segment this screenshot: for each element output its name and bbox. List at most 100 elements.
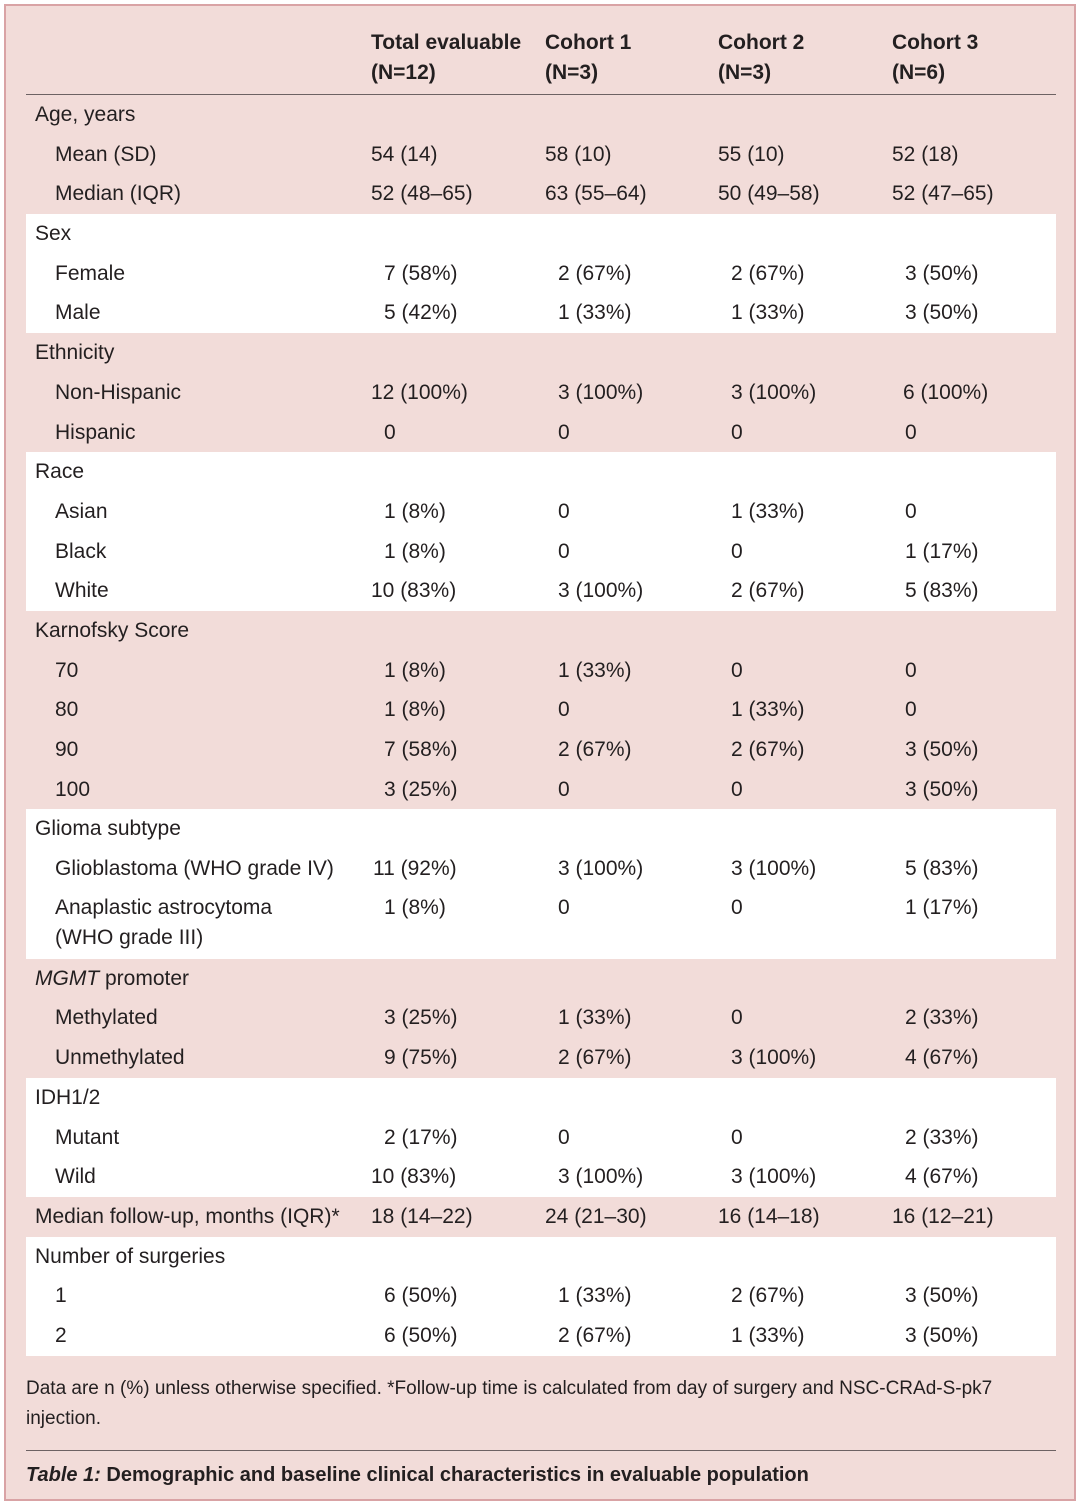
cell-total: 1 (8%) [384, 539, 446, 563]
header-cohort-1: Cohort 1 (N=3) [545, 28, 631, 88]
table-row: 1 6 (50%) 1 (33%) 2 (67%) 3 (50%) [26, 1276, 1056, 1316]
row-label: Female [55, 261, 126, 285]
table-row: Methylated 3 (25%) 1 (33%) 0 2 (33%) [26, 998, 1056, 1038]
cell-total: 0 [384, 420, 396, 444]
cell-cohort-1: 2 (67%) [558, 261, 632, 285]
cell-cohort-1: 1 (33%) [558, 1006, 632, 1030]
cell-cohort-3: 2 (33%) [905, 1006, 979, 1030]
cell-cohort-1: 0 [558, 698, 570, 722]
cell-cohort-3: 5 (83%) [905, 579, 979, 603]
cell-cohort-2: 1 (33%) [731, 499, 805, 523]
cell-cohort-1: 0 [558, 539, 570, 563]
row-label: White [55, 579, 109, 603]
cell-cohort-2: 16 (14–18) [718, 1204, 820, 1228]
cell-cohort-1: 3 (100%) [558, 380, 644, 404]
table-row: 70 1 (8%) 1 (33%) 0 0 [26, 651, 1056, 691]
cell-cohort-3: 4 (67%) [905, 1046, 979, 1070]
cell-total: 1 (8%) [384, 895, 446, 919]
cell-total: 6 (50%) [384, 1284, 458, 1308]
cell-total: 52 (48–65) [371, 182, 473, 206]
cell-cohort-2: 2 (67%) [731, 1284, 805, 1308]
cell-cohort-2: 3 (100%) [731, 1046, 817, 1070]
cell-cohort-2: 3 (100%) [731, 1165, 817, 1189]
cell-cohort-2: 0 [731, 539, 743, 563]
cell-cohort-3: 52 (18) [892, 142, 959, 166]
section-title-text: Sex [35, 222, 72, 246]
cell-cohort-3: 6 (100%) [903, 380, 989, 404]
table-footnote: Data are n (%) unless otherwise specifie… [26, 1378, 993, 1429]
cell-total: 54 (14) [371, 142, 438, 166]
cell-cohort-2: 3 (100%) [731, 857, 817, 881]
section-glioma-subtype: Glioma subtype Glioblastoma (WHO grade I… [26, 809, 1056, 959]
section-title: Karnofsky Score [26, 611, 1056, 651]
cell-total: 11 (92%) [373, 857, 457, 881]
row-label: 70 [55, 658, 79, 682]
table-row: Wild 10 (83%) 3 (100%) 3 (100%) 4 (67%) [26, 1157, 1056, 1197]
table-row: Median (IQR) 52 (48–65) 63 (55–64) 50 (4… [26, 174, 1056, 214]
header-cohort-2: Cohort 2 (N=3) [718, 28, 804, 88]
cell-total: 18 (14–22) [371, 1204, 473, 1228]
cell-total: 1 (8%) [384, 698, 446, 722]
header-cohort-1-title: Cohort 1 [545, 31, 632, 54]
table-row: Median follow-up, months (IQR)* 18 (14–2… [26, 1197, 1056, 1237]
row-label: Median follow-up, months (IQR)* [35, 1204, 340, 1228]
row-label: 1 [55, 1284, 67, 1308]
row-label: Median (IQR) [55, 182, 182, 206]
header-total-evaluable: Total evaluable (N=12) [371, 28, 521, 88]
cell-cohort-3: 1 (17%) [905, 895, 979, 919]
cell-cohort-2: 55 (10) [718, 142, 785, 166]
cell-total: 10 (83%) [371, 579, 457, 603]
table-panel: Total evaluable (N=12) Cohort 1 (N=3) Co… [4, 4, 1076, 1501]
row-label: Methylated [55, 1006, 158, 1030]
row-label: 90 [55, 738, 79, 761]
cell-total: 1 (8%) [384, 499, 446, 523]
section-median-follow-up: Median follow-up, months (IQR)* 18 (14–2… [26, 1197, 1056, 1237]
section-title-text: MGMT promoter [35, 959, 189, 999]
table-content: Total evaluable (N=12) Cohort 1 (N=3) Co… [26, 6, 1056, 1486]
cell-cohort-2: 50 (49–58) [718, 182, 820, 206]
row-label-line-2: (WHO grade III) [55, 925, 204, 949]
caption-divider [26, 1450, 1056, 1451]
table-row: Anaplastic astrocytoma (WHO grade III) 1… [26, 889, 1056, 959]
cell-total: 5 (42%) [384, 301, 458, 325]
cell-cohort-3: 52 (47–65) [892, 182, 994, 206]
table-row: White 10 (83%) 3 (100%) 2 (67%) 5 (83%) [26, 571, 1056, 611]
table-caption: Table 1: Demographic and baseline clinic… [26, 1460, 809, 1490]
cell-cohort-3: 3 (50%) [905, 777, 979, 801]
cell-total: 7 (58%) [384, 738, 458, 761]
cell-cohort-2: 1 (33%) [731, 698, 805, 722]
cell-total: 1 (8%) [384, 658, 446, 682]
header-cohort-2-n: (N=3) [718, 61, 772, 84]
section-mgmt-promoter: MGMT promoter Methylated 3 (25%) 1 (33%)… [26, 959, 1056, 1078]
table-row: 100 3 (25%) 0 0 3 (50%) [26, 770, 1056, 810]
table-header: Total evaluable (N=12) Cohort 1 (N=3) Co… [26, 6, 1056, 95]
row-label: Non-Hispanic [55, 380, 182, 404]
cell-total: 12 (100%) [371, 380, 468, 404]
cell-cohort-1: 1 (33%) [558, 1284, 632, 1308]
section-title-italic: MGMT [35, 966, 100, 990]
cell-cohort-1: 0 [558, 1125, 570, 1149]
row-label: Glioblastoma (WHO grade IV) [55, 857, 334, 881]
row-label: Hispanic [55, 420, 136, 444]
row-label: Anaplastic astrocytoma (WHO grade III) [55, 893, 272, 953]
cell-cohort-1: 0 [558, 420, 570, 444]
cell-cohort-1: 63 (55–64) [545, 182, 647, 206]
row-label: Mutant [55, 1125, 120, 1149]
cell-cohort-2: 1 (33%) [731, 301, 805, 325]
cell-cohort-1: 3 (100%) [558, 857, 644, 881]
section-sex: Sex Female 7 (58%) 2 (67%) 2 (67%) 3 (50… [26, 214, 1056, 334]
row-label: Mean (SD) [55, 142, 157, 166]
cell-cohort-3: 3 (50%) [905, 1323, 979, 1347]
section-title: Number of surgeries [26, 1237, 1056, 1277]
section-title: Sex [26, 214, 1056, 254]
cell-cohort-1: 24 (21–30) [545, 1204, 647, 1228]
cell-cohort-1: 3 (100%) [558, 579, 644, 603]
cell-cohort-3: 0 [905, 499, 917, 523]
cell-cohort-3: 3 (50%) [905, 1284, 979, 1308]
section-title: MGMT promoter [26, 959, 1056, 999]
row-label: 2 [55, 1323, 67, 1347]
cell-total: 2 (17%) [384, 1125, 458, 1149]
table-row: Hispanic 0 0 0 0 [26, 413, 1056, 453]
cell-cohort-3: 2 (33%) [905, 1125, 979, 1149]
cell-cohort-3: 0 [905, 658, 917, 682]
